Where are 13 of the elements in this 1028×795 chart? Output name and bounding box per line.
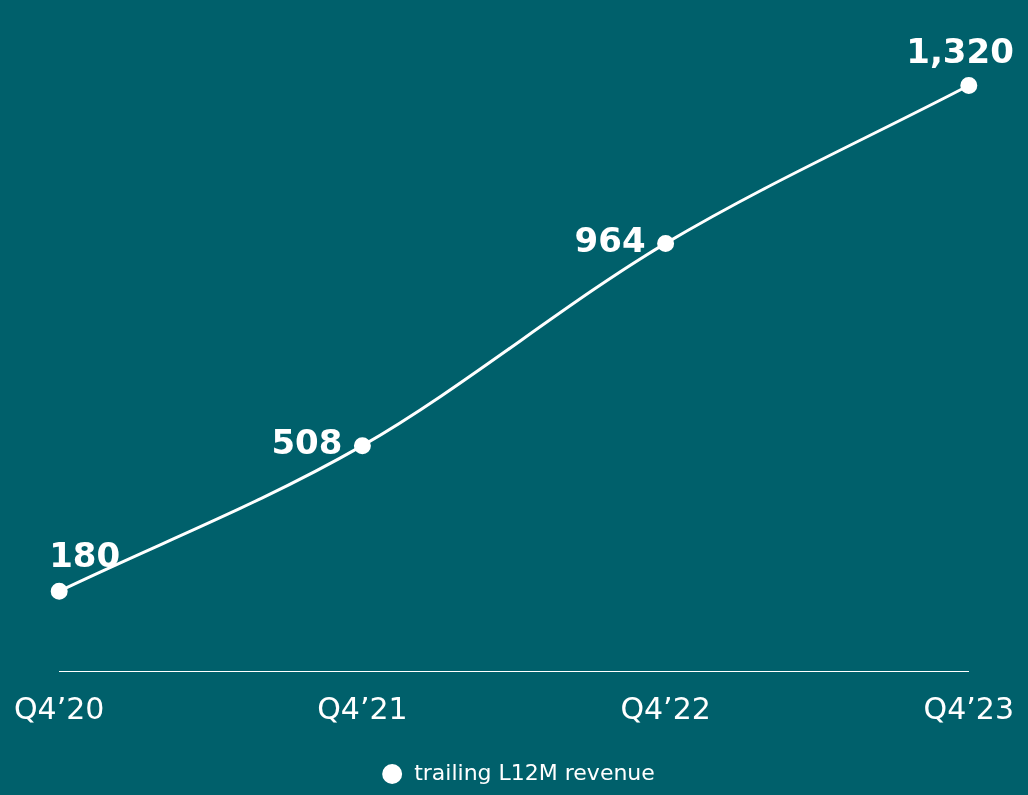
x-tick-label: Q4’23 [923, 690, 1015, 726]
legend-label: trailing L12M revenue [414, 759, 655, 785]
x-tick-label: Q4’22 [620, 690, 711, 726]
data-label: 180 [49, 534, 121, 575]
point [50, 582, 68, 600]
point [353, 437, 371, 455]
x-tick-label: Q4’20 [13, 690, 105, 726]
point [657, 234, 675, 252]
x-tick-label: Q4’21 [317, 690, 408, 726]
point [960, 76, 978, 94]
data-label: 1,320 [906, 31, 1014, 72]
data-label: 964 [574, 220, 646, 261]
data-label: 508 [271, 422, 343, 463]
